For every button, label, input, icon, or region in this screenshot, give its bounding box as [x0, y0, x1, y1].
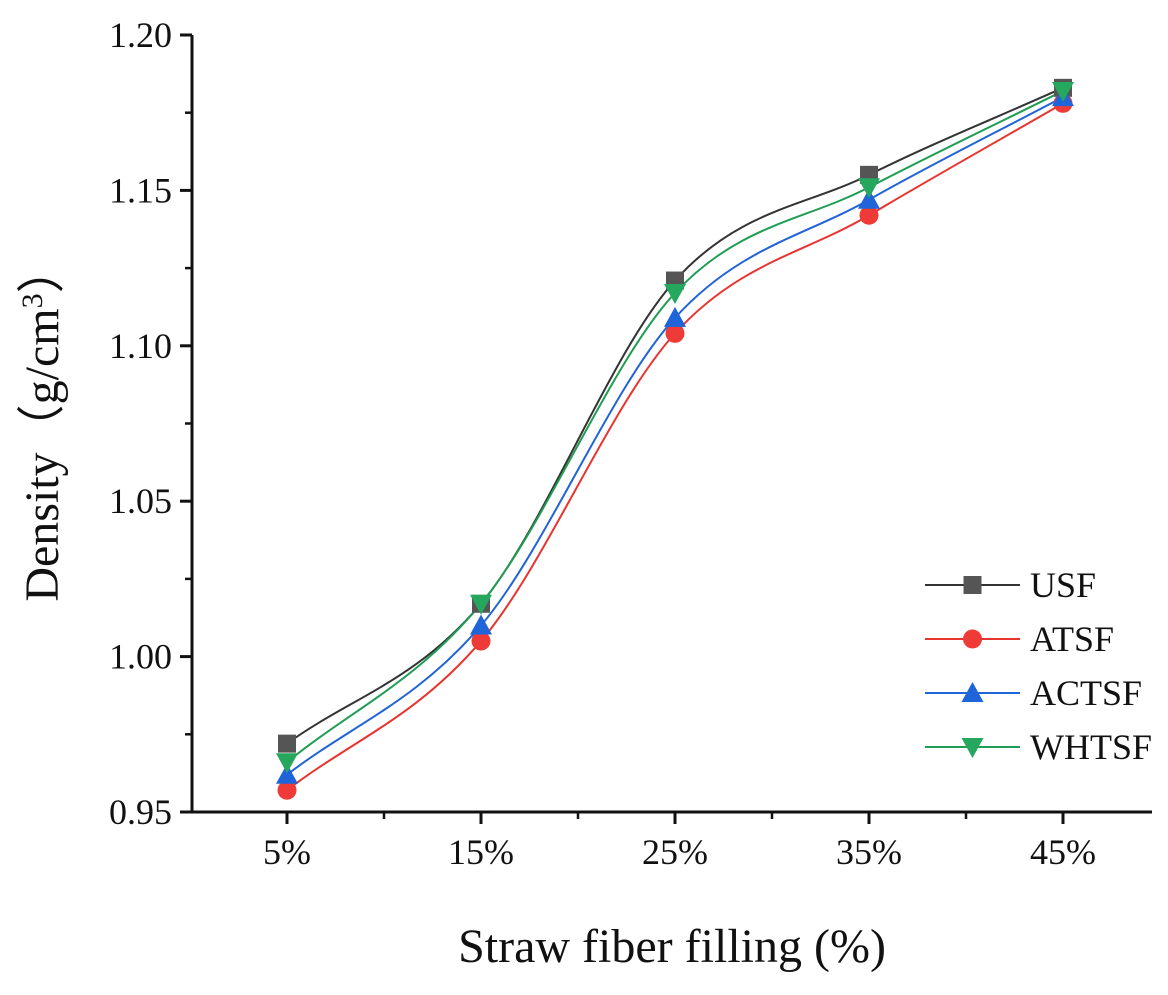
data-point-actsf: [858, 188, 880, 209]
series-layer: [276, 78, 1074, 800]
x-tick-label: 25%: [642, 832, 708, 872]
data-point-whtsf: [276, 753, 298, 774]
series-usf-line-group: [286, 86, 1064, 745]
series-actsf-line-group: [286, 96, 1064, 776]
data-point-atsf: [471, 631, 491, 651]
data-point-atsf: [859, 205, 879, 225]
data-point-whtsf: [1052, 81, 1074, 102]
legend-label: ACTSF: [1030, 673, 1142, 713]
series-atsf-line-group: [286, 102, 1064, 792]
axes-layer: 0.95 1.00 1.05 1.10 1.15 1.20 5% 15% 25% 35% 45%: [109, 15, 1152, 872]
data-point-atsf: [665, 323, 685, 343]
series-line-atsf: [286, 102, 1064, 792]
series-line-whtsf: [286, 90, 1064, 764]
x-tick-label: 5%: [263, 832, 311, 872]
y-tick-label: 1.05: [109, 481, 172, 521]
legend-item-actsf: ACTSF: [925, 673, 1142, 713]
data-point-actsf: [470, 614, 492, 635]
legend-label: USF: [1030, 565, 1096, 605]
y-axis-title-close: ）: [16, 245, 69, 293]
series-whtsf-points: [276, 81, 1074, 774]
y-tick-label: 1.15: [109, 170, 172, 210]
legend-marker: [963, 576, 982, 594]
data-point-whtsf: [858, 178, 880, 199]
data-point-actsf: [664, 306, 686, 327]
x-axis-title: Straw fiber filling (%): [458, 920, 886, 973]
y-axis-title-superscript: 3: [16, 293, 49, 308]
y-tick-label: 1.20: [109, 15, 172, 55]
data-point-whtsf: [664, 283, 686, 304]
series-usf-points: [278, 78, 1072, 753]
x-tick-label: 45%: [1030, 832, 1096, 872]
y-tick-label: 1.00: [109, 637, 172, 677]
series-line-actsf: [286, 96, 1064, 776]
data-point-whtsf: [470, 594, 492, 615]
data-point-atsf: [277, 780, 297, 800]
legend-item-usf: USF: [925, 565, 1096, 605]
legend-label: ATSF: [1030, 619, 1114, 659]
x-tick-label: 35%: [836, 832, 902, 872]
legend-label: WHTSF: [1030, 727, 1152, 767]
legend-marker: [961, 738, 984, 758]
y-axis-title-main: Density（g/cm: [16, 308, 69, 601]
series-whtsf-line-group: [286, 90, 1064, 764]
y-axis-title: Density（g/cm3）: [16, 245, 69, 601]
series-line-usf: [286, 86, 1064, 745]
legend-marker: [963, 629, 982, 649]
legend: USF ATSF ACTSF WHTSF: [925, 565, 1152, 767]
data-point-actsf: [276, 763, 298, 784]
legend-item-atsf: ATSF: [925, 619, 1114, 659]
series-actsf-points: [276, 86, 1074, 784]
legend-marker: [961, 682, 984, 702]
data-point-usf: [278, 734, 296, 753]
x-tick-label: 15%: [448, 832, 514, 872]
legend-item-whtsf: WHTSF: [925, 727, 1152, 767]
y-tick-label: 1.10: [109, 326, 172, 366]
y-tick-label: 0.95: [109, 792, 172, 832]
